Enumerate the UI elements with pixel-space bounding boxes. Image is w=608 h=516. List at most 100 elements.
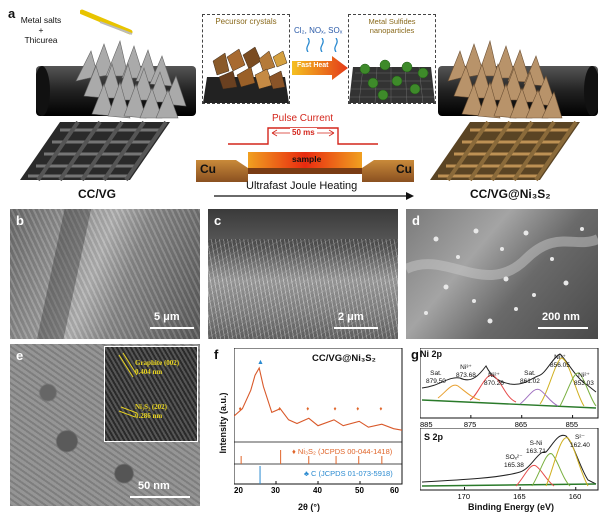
ni-peak-2-name: Ni³⁺ bbox=[460, 364, 472, 371]
ni-peak-5-energy: 856.05 bbox=[550, 361, 570, 369]
flake-texture bbox=[208, 239, 398, 339]
s-peak-3-energy: 162.40 bbox=[570, 441, 590, 449]
s-peak-2: S-Ni 163.71 bbox=[526, 440, 546, 455]
xrd-title: CC/VG@Ni₃S₂ bbox=[312, 353, 376, 364]
woven-cloth-right bbox=[430, 120, 580, 182]
xps-tick-label: 160 bbox=[569, 492, 582, 501]
precursor-label-line1: Metal salts bbox=[20, 15, 62, 25]
xps-tick-label: 875 bbox=[464, 420, 477, 428]
ni-peak-labels: Sat. 879.50 Ni³⁺ 873.68 Ni²⁺ 870.26 Sat. 861… bbox=[420, 348, 600, 418]
panel-letter-c: c bbox=[214, 213, 222, 228]
plus-sign: + bbox=[38, 25, 44, 35]
carbon-peak-marker: ▲ bbox=[257, 359, 264, 366]
s-peak-1-name: SOₓ²⁻ bbox=[505, 454, 523, 461]
pulse-current-label: Pulse Current bbox=[272, 113, 334, 124]
nanoparticles-illustration bbox=[349, 59, 435, 103]
panel-letter-d: d bbox=[412, 213, 420, 228]
ni-peak-4: Sat. 861.02 bbox=[520, 370, 540, 385]
ni-peak-6-energy: 853.03 bbox=[574, 379, 594, 387]
inset-precursor-crystals: Pecursor crystals bbox=[202, 14, 290, 104]
s-peak-1: SOₓ²⁻ 165.38 bbox=[504, 454, 524, 469]
left-material-label: CC/VG bbox=[78, 187, 117, 201]
xrd-tick-label: 60 bbox=[390, 486, 399, 494]
xps-tick-label: 865 bbox=[515, 420, 528, 428]
ni-peak-6-name: Ni²⁺ bbox=[578, 372, 590, 379]
xrd-chart: 20 30 40 50 60 ♦ ♦ ♦ ♦ ♦ ♦ ▲ bbox=[234, 348, 403, 494]
sample-label: sample bbox=[292, 154, 322, 164]
right-material-label: CC/VG@Ni₃S₂ bbox=[470, 187, 551, 201]
hrtem-inset: Graphite (002) 0.404 nm Ni₃S₂ (202) 0.28… bbox=[104, 346, 198, 442]
ni-peak-1-name: Sat. bbox=[430, 370, 442, 377]
xrd-pattern-line bbox=[234, 366, 403, 431]
s-peak-3-name: S²⁻ bbox=[574, 434, 585, 441]
nanoparticle-dots bbox=[406, 227, 598, 324]
carbon-cloth-cylinder-left bbox=[36, 39, 196, 119]
gas-label: Cl₂, NOₓ, SOₓ bbox=[294, 26, 343, 35]
process-label: Ultrafast Joule Heating bbox=[246, 180, 358, 192]
ni-peak-5: Ni³⁺ 856.05 bbox=[550, 354, 570, 369]
electrode-left-label: Cu bbox=[200, 162, 216, 176]
panel-letter-e: e bbox=[16, 348, 24, 363]
xps-s-ticks: 170 165 160 bbox=[458, 487, 582, 501]
xps-ni-ticks: 885 875 865 855 bbox=[420, 415, 578, 428]
graphite-spacing: 0.404 nm bbox=[135, 368, 163, 376]
xps-tick-label: 855 bbox=[566, 420, 579, 428]
woven-cloth-left bbox=[20, 120, 170, 182]
ni3s2-spacing: 0.286 nm bbox=[135, 412, 163, 420]
s-peak-2-energy: 163.71 bbox=[526, 447, 546, 455]
carbon-cloth-cylinder-right bbox=[438, 39, 598, 119]
ni3s2-plane: Ni₃S₂ (202) bbox=[135, 403, 168, 411]
ni-peak-3-name: Ni²⁺ bbox=[488, 372, 500, 379]
inset-sulfide-nanoparticles: Metal Sulfides nanoparticles bbox=[348, 14, 436, 104]
inset-label-ni3s2: Ni₃S₂ (202) 0.286 nm bbox=[135, 403, 167, 421]
s-peak-1-energy: 165.38 bbox=[504, 461, 524, 469]
scale-bar-c bbox=[334, 327, 378, 329]
heating-stage bbox=[196, 152, 414, 182]
scale-bar-d bbox=[538, 327, 588, 329]
s-peak-labels: SOₓ²⁻ 165.38 S-Ni 163.71 S²⁻ 162.40 bbox=[420, 428, 600, 490]
ni3s2-peak-marker: ♦ bbox=[379, 406, 382, 412]
panel-letter-b: b bbox=[16, 213, 24, 228]
ni3s2-reference-lines bbox=[240, 450, 383, 464]
precursor-label-line2: Thicurea bbox=[24, 35, 58, 45]
scale-bar-e bbox=[130, 496, 190, 498]
xrd-peak-markers: ♦ ♦ ♦ ♦ ♦ ♦ ▲ bbox=[239, 359, 383, 412]
ni3s2-peak-marker: ♦ bbox=[239, 406, 242, 412]
ni-peak-2-energy: 873.68 bbox=[456, 371, 476, 379]
duration-label: 50 ms bbox=[290, 128, 317, 137]
panel-letter-a: a bbox=[8, 6, 16, 21]
xrd-ref2-label: ♣ C (JCPDS 01-073-5918) bbox=[304, 469, 393, 478]
panel-c-sem-image: c 2 μm bbox=[208, 209, 398, 339]
graphite-plane: Graphite (002) bbox=[135, 359, 180, 367]
s-peak-2-name: S-Ni bbox=[529, 440, 543, 447]
xlabel-g: Binding Energy (eV) bbox=[468, 502, 555, 512]
process-arrow bbox=[214, 192, 414, 200]
inset1-title: Pecursor crystals bbox=[215, 17, 277, 26]
xps-tick-label: 165 bbox=[513, 492, 526, 501]
scale-label-c: 2 μm bbox=[338, 311, 364, 323]
panel-d-sem-image: d 200 nm bbox=[406, 209, 598, 339]
scale-bar-b bbox=[150, 327, 194, 329]
ni-peak-2: Ni³⁺ 873.68 bbox=[456, 364, 476, 379]
panel-letter-g: g bbox=[411, 347, 419, 362]
xps-ni2p-chart: 885 875 865 855 bbox=[420, 348, 599, 428]
ni-peak-4-name: Sat. bbox=[524, 370, 536, 377]
ni-peak-6: Ni²⁺ 853.03 bbox=[574, 372, 594, 387]
scale-label-b: 5 μm bbox=[154, 311, 180, 323]
xrd-ticks: 20 30 40 50 60 bbox=[234, 481, 403, 494]
ni3s2-peak-marker: ♦ bbox=[334, 406, 337, 412]
ni-peak-1-energy: 879.50 bbox=[426, 377, 446, 385]
xps-tick-label: 885 bbox=[420, 420, 433, 428]
lattice-markers bbox=[118, 352, 138, 418]
dropper-icon bbox=[80, 9, 133, 35]
ni-peak-3: Ni²⁺ 870.26 bbox=[484, 372, 504, 387]
xrd-tick-label: 40 bbox=[313, 486, 322, 494]
xrd-ref1-label: ♦ Ni₃S₂ (JCPDS 00-044-1418) bbox=[292, 447, 393, 456]
panel-a: a Metal salts + Thicurea Pecu bbox=[0, 0, 608, 205]
scale-label-e: 50 nm bbox=[138, 480, 170, 492]
ylabel-f: Intensity (a.u.) bbox=[218, 392, 228, 454]
panel-b-sem-image: b 5 μm bbox=[10, 209, 200, 339]
s2p-title: S 2p bbox=[424, 432, 444, 442]
ni-peak-1: Sat. 879.50 bbox=[426, 370, 446, 385]
electrode-right-label: Cu bbox=[396, 162, 412, 176]
